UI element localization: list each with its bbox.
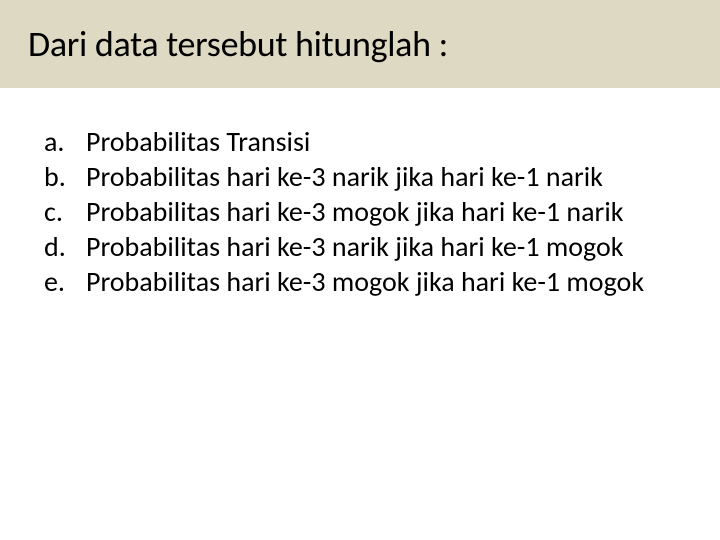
list-item-text: Probabilitas hari ke-3 mogok jika hari k… [86,264,676,299]
list-marker: e. [44,264,86,299]
content-area: a. Probabilitas Transisi b. Probabilitas… [0,88,720,299]
list-marker: d. [44,229,86,264]
list-marker: a. [44,124,86,159]
list-item-text: Probabilitas hari ke-3 narik jika hari k… [86,159,676,194]
list-item: c. Probabilitas hari ke-3 mogok jika har… [44,194,676,229]
title-bar: Dari data tersebut hitunglah : [0,0,720,88]
list-item-text: Probabilitas Transisi [86,124,676,159]
ordered-list: a. Probabilitas Transisi b. Probabilitas… [44,124,676,299]
list-marker: b. [44,159,86,194]
list-item-text: Probabilitas hari ke-3 narik jika hari k… [86,229,676,264]
list-item: d. Probabilitas hari ke-3 narik jika har… [44,229,676,264]
list-item-text: Probabilitas hari ke-3 mogok jika hari k… [86,194,676,229]
slide-title: Dari data tersebut hitunglah : [28,22,692,66]
list-item: e. Probabilitas hari ke-3 mogok jika har… [44,264,676,299]
list-marker: c. [44,194,86,229]
list-item: a. Probabilitas Transisi [44,124,676,159]
list-item: b. Probabilitas hari ke-3 narik jika har… [44,159,676,194]
